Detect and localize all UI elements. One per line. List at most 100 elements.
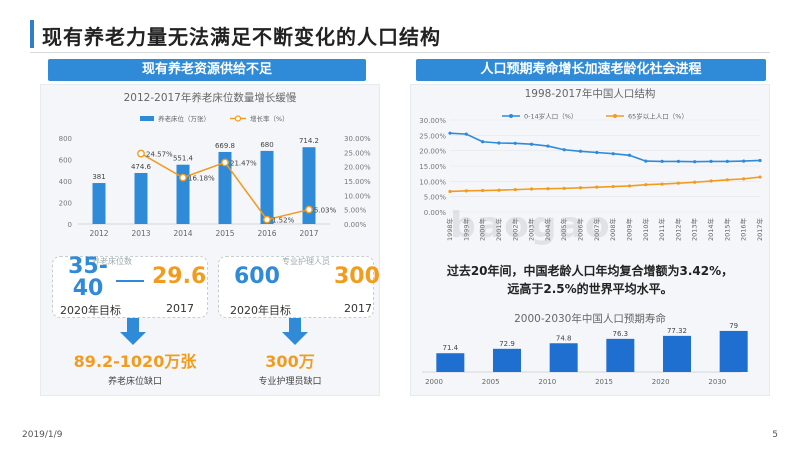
growth-point bbox=[137, 149, 145, 158]
pop-ytick-label: 0.00% bbox=[424, 209, 447, 217]
life-bar bbox=[606, 338, 635, 372]
beds-target-value: 35-40 bbox=[68, 254, 108, 301]
elder-population-point bbox=[725, 178, 729, 182]
pop-xtick-label: 2008年 bbox=[608, 218, 617, 242]
beds-bar bbox=[302, 147, 316, 224]
elder-population-point bbox=[546, 187, 550, 191]
pop-xtick-label: 2000年 bbox=[478, 218, 487, 242]
beds-y2tick-label: 20.00% bbox=[344, 164, 371, 172]
page-title: 现有养老力量无法满足不断变化的人口结构 bbox=[42, 25, 441, 49]
growth-label: 24.57% bbox=[146, 151, 173, 159]
beds-ytick-label: 600 bbox=[59, 157, 72, 165]
legend-marker-growth bbox=[234, 115, 242, 122]
life-chart-title: 2000-2030年中国人口预期寿命 bbox=[514, 313, 666, 325]
title-divider bbox=[30, 52, 770, 53]
beds-xtick-label: 2017 bbox=[299, 229, 318, 238]
pop-xtick-label: 1999年 bbox=[461, 218, 470, 242]
beds-bar bbox=[92, 183, 106, 224]
population-chart-axes: 0.00% 5.00% 10.00% 15.00% 20.00% 25.00% 30.00%… bbox=[419, 117, 764, 241]
elder-population-point bbox=[448, 189, 452, 194]
beds-y2tick-label: 25.00% bbox=[344, 149, 371, 157]
beds-target-card bbox=[52, 256, 208, 318]
legend-marker-elder bbox=[613, 114, 617, 118]
legend-swatch-beds bbox=[140, 116, 154, 121]
elder-population-point bbox=[578, 186, 583, 190]
beds-bar bbox=[260, 150, 274, 224]
growth-point bbox=[305, 205, 313, 214]
nurses-target-value: 600 bbox=[234, 264, 280, 289]
child-population-point bbox=[676, 159, 681, 163]
life-xtick-label: 2015 bbox=[595, 378, 613, 386]
elder-population-point bbox=[513, 188, 517, 192]
child-population-point bbox=[448, 131, 452, 135]
child-population-point bbox=[513, 141, 517, 145]
beds-chart-legend: 养老床位（万张） 增长率（%） bbox=[140, 114, 289, 123]
growth-point bbox=[179, 173, 187, 182]
beds-2017-year: 2017 bbox=[166, 302, 194, 315]
legend-label-child: 0-14岁人口（%） bbox=[524, 112, 577, 121]
life-bar-label: 79 bbox=[729, 322, 738, 330]
page-number: 5 bbox=[772, 430, 778, 440]
title-accent-bar bbox=[30, 20, 34, 48]
elder-population-point bbox=[611, 184, 615, 189]
nurses-gap-label: 专业护理员缺口 bbox=[258, 377, 322, 387]
beds-gap-value: 89.2-1020万张 bbox=[73, 352, 197, 371]
beds-target-year: 2020年目标 bbox=[60, 304, 121, 317]
pop-ytick-label: 25.00% bbox=[419, 132, 446, 140]
beds-chart: 养老床位（万张） 增长率（%） 0 200 400 600 800 0.00% 5.00% 10… bbox=[59, 114, 371, 238]
pop-xtick-label: 2016年 bbox=[739, 218, 748, 242]
beds-y2tick-label: 10.00% bbox=[344, 192, 371, 200]
pop-xtick-label: 2002年 bbox=[510, 218, 519, 242]
beds-chart-growth-line: 24.57% 16.18% 21.47% 1.52% 5.03% bbox=[137, 149, 337, 225]
beds-bar-label: 680 bbox=[260, 141, 273, 149]
elder-population-point bbox=[595, 185, 599, 189]
life-bar bbox=[493, 348, 521, 372]
growth-point bbox=[263, 215, 271, 224]
nurses-2017-value: 300 bbox=[334, 264, 380, 289]
pop-xtick-label: 2011年 bbox=[657, 218, 666, 242]
growth-label: 1.52% bbox=[272, 217, 295, 225]
nurses-2017-year: 2017 bbox=[344, 302, 372, 315]
legend-label-growth: 增长率（%） bbox=[250, 114, 289, 123]
beds-ytick-label: 800 bbox=[59, 135, 72, 143]
child-population-point bbox=[758, 158, 762, 163]
life-bar bbox=[719, 330, 748, 372]
beds-bar bbox=[134, 172, 148, 224]
elder-population-point bbox=[562, 186, 566, 190]
pop-xtick-label: 2010年 bbox=[641, 218, 650, 242]
child-population-point bbox=[546, 144, 550, 148]
child-population-point bbox=[497, 141, 501, 145]
beds-ytick-label: 400 bbox=[59, 178, 72, 186]
child-population-point bbox=[693, 160, 697, 164]
growth-label: 5.03% bbox=[314, 207, 337, 215]
elder-population-point bbox=[644, 183, 648, 187]
child-population-point bbox=[725, 159, 729, 163]
elder-population-point bbox=[660, 182, 664, 186]
pop-xtick-label: 2013年 bbox=[690, 218, 699, 242]
life-xtick-label: 2005 bbox=[482, 378, 500, 386]
child-population-point bbox=[611, 152, 615, 156]
pop-xtick-label: 1998年 bbox=[445, 218, 454, 242]
pop-xtick-label: 2012年 bbox=[673, 218, 682, 242]
right-section-header: 人口预期寿命增长加速老龄化社会进程 bbox=[416, 59, 766, 81]
elder-population-point bbox=[464, 189, 468, 193]
pop-xtick-label: 2015年 bbox=[722, 218, 731, 242]
life-xtick-label: 2000 bbox=[425, 378, 443, 386]
elder-population-point bbox=[481, 188, 485, 193]
beds-bar-label: 551.4 bbox=[173, 155, 194, 163]
pop-ytick-label: 5.00% bbox=[424, 194, 447, 202]
pop-xtick-label: 2007年 bbox=[592, 218, 601, 242]
beds-y2tick-label: 15.00% bbox=[344, 178, 371, 186]
life-xtick-label: 2020 bbox=[652, 378, 670, 386]
beds-bar-label: 669.8 bbox=[215, 142, 235, 150]
child-population-point bbox=[742, 159, 746, 163]
beds-ytick-label: 0 bbox=[68, 221, 72, 229]
elder-population-point bbox=[758, 175, 762, 179]
pop-xtick-label: 2005年 bbox=[559, 218, 568, 242]
beds-2017-value: 29.6 bbox=[152, 264, 207, 289]
beds-card-label: 养老床位数 bbox=[92, 257, 132, 266]
life-bar bbox=[436, 353, 465, 372]
life-bar bbox=[549, 343, 578, 372]
elder-population-point bbox=[529, 187, 534, 191]
pop-ytick-label: 30.00% bbox=[419, 117, 446, 125]
